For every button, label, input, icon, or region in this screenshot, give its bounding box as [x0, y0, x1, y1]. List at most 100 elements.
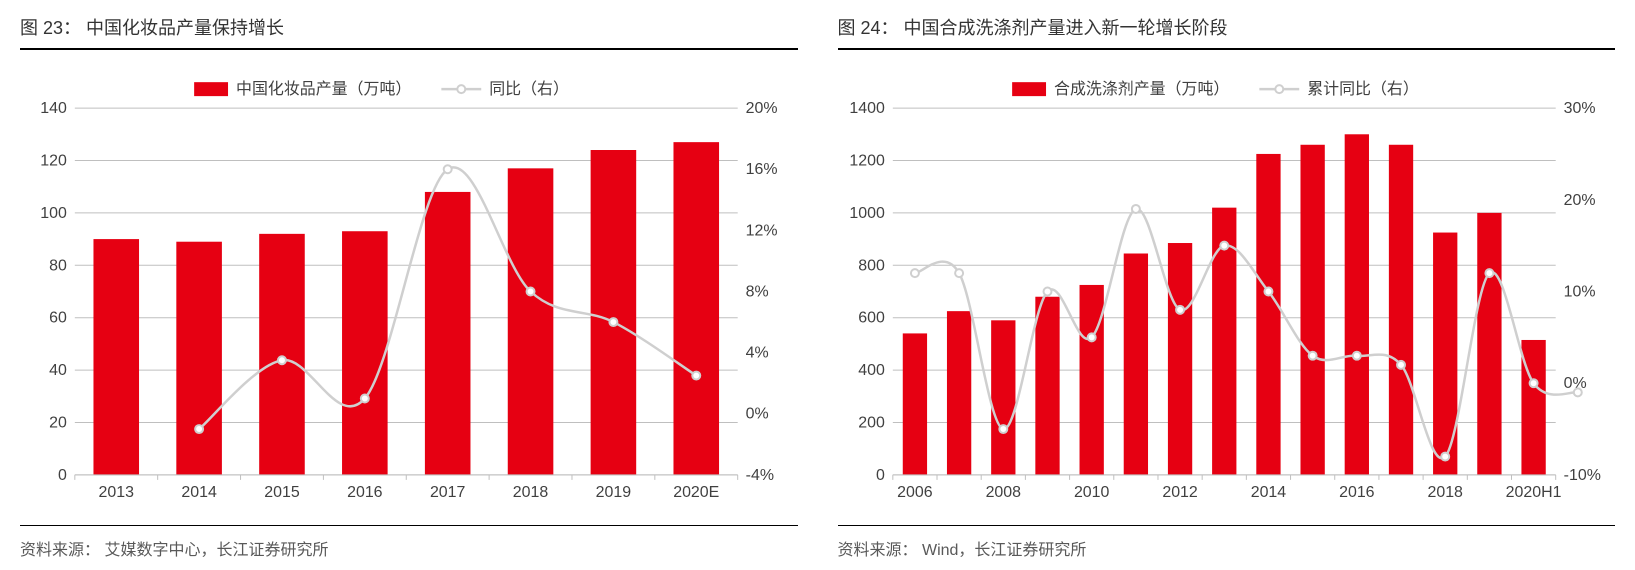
line-marker — [609, 318, 617, 326]
svg-text:2019: 2019 — [596, 484, 632, 501]
svg-text:2008: 2008 — [985, 484, 1021, 501]
figure-title: 中国化妆品产量保持增长 — [86, 18, 284, 38]
legend-bar-swatch — [1012, 82, 1046, 96]
svg-text:12%: 12% — [746, 222, 778, 239]
svg-text:20%: 20% — [1563, 192, 1595, 209]
bar — [259, 234, 305, 475]
svg-text:8%: 8% — [746, 283, 769, 300]
figure-title: 中国合成洗涤剂产量进入新一轮增长阶段 — [904, 18, 1228, 38]
bar — [93, 239, 139, 475]
svg-text:2013: 2013 — [99, 484, 135, 501]
line-marker — [1441, 453, 1449, 461]
bar — [1035, 297, 1059, 475]
chart-title-row: 图 23： 中国化妆品产量保持增长 — [20, 10, 798, 50]
line-marker — [1220, 242, 1228, 250]
line-marker — [527, 288, 535, 296]
bar — [1300, 145, 1324, 475]
svg-text:2016: 2016 — [1339, 484, 1375, 501]
svg-text:2012: 2012 — [1162, 484, 1198, 501]
svg-text:200: 200 — [858, 414, 885, 431]
chart-svg-right: 0200400600800100012001400-10%0%10%20%30%… — [838, 56, 1616, 523]
legend-bar-swatch — [194, 82, 228, 96]
bar — [591, 150, 637, 475]
svg-text:2018: 2018 — [1427, 484, 1463, 501]
svg-text:1200: 1200 — [849, 152, 885, 169]
svg-text:1400: 1400 — [849, 100, 885, 117]
svg-text:2020E: 2020E — [673, 484, 719, 501]
line-marker — [1131, 205, 1139, 213]
line-marker — [1573, 388, 1581, 396]
chart-title-row: 图 24： 中国合成洗涤剂产量进入新一轮增长阶段 — [838, 10, 1616, 50]
svg-text:0: 0 — [875, 467, 884, 484]
svg-text:800: 800 — [858, 257, 885, 274]
svg-text:4%: 4% — [746, 345, 769, 362]
svg-text:30%: 30% — [1563, 100, 1595, 117]
chart-area-left: 020406080100120140-4%0%4%8%12%16%20%2013… — [20, 50, 798, 526]
line-marker — [1529, 379, 1537, 387]
bar — [1123, 254, 1147, 475]
svg-text:80: 80 — [49, 257, 67, 274]
bar — [1344, 134, 1368, 475]
line-marker — [910, 269, 918, 277]
svg-text:2020H1: 2020H1 — [1505, 484, 1561, 501]
svg-text:20: 20 — [49, 414, 67, 431]
bar — [342, 231, 388, 475]
source-row: 资料来源： 艾媒数字中心，长江证券研究所 — [20, 526, 798, 560]
source-row: 资料来源： Wind，长江证券研究所 — [838, 526, 1616, 560]
svg-text:2017: 2017 — [430, 484, 466, 501]
svg-text:600: 600 — [858, 310, 885, 327]
svg-text:400: 400 — [858, 362, 885, 379]
line-marker — [1176, 306, 1184, 314]
bar — [946, 311, 970, 475]
svg-text:1000: 1000 — [849, 205, 885, 222]
bar — [425, 192, 471, 475]
bar — [508, 168, 554, 475]
bar — [1079, 285, 1103, 475]
line-marker — [1352, 352, 1360, 360]
chart-panel-left: 图 23： 中国化妆品产量保持增长 0 20 40 60 80 100 120 140 -4% 0… — [20, 10, 798, 560]
svg-text:2006: 2006 — [897, 484, 933, 501]
svg-text:2016: 2016 — [347, 484, 383, 501]
svg-text:2014: 2014 — [1250, 484, 1286, 501]
svg-text:0%: 0% — [746, 406, 769, 423]
legend-line-label: 同比（右） — [489, 80, 569, 98]
legend-bar-label: 中国化妆品产量（万吨） — [236, 80, 411, 98]
bar — [1388, 145, 1412, 475]
svg-text:20%: 20% — [746, 100, 778, 117]
svg-text:2015: 2015 — [264, 484, 300, 501]
chart-area-right: 0200400600800100012001400-10%0%10%20%30%… — [838, 50, 1616, 526]
svg-text:10%: 10% — [1563, 283, 1595, 300]
line-marker — [1308, 352, 1316, 360]
bar — [902, 333, 926, 474]
svg-text:100: 100 — [40, 205, 67, 222]
svg-text:2014: 2014 — [181, 484, 217, 501]
svg-text:-4%: -4% — [746, 467, 774, 484]
line-marker — [361, 394, 369, 402]
line-marker — [1397, 361, 1405, 369]
chart-panel-right: 图 24： 中国合成洗涤剂产量进入新一轮增长阶段 0 200 400 600 800 10… — [838, 10, 1616, 560]
line-marker — [955, 269, 963, 277]
bar — [991, 320, 1015, 475]
legend-bar-label: 合成洗涤剂产量（万吨） — [1054, 80, 1229, 98]
line-marker — [1264, 288, 1272, 296]
legend-line-marker — [457, 85, 465, 93]
svg-text:140: 140 — [40, 100, 67, 117]
bar — [1167, 243, 1191, 475]
line-marker — [1087, 333, 1095, 341]
line-marker — [1043, 288, 1051, 296]
source-text: Wind，长江证券研究所 — [922, 542, 1086, 559]
source-prefix: 资料来源： — [20, 542, 100, 559]
svg-text:2010: 2010 — [1073, 484, 1109, 501]
bar — [673, 142, 719, 475]
svg-text:2018: 2018 — [513, 484, 549, 501]
source-prefix: 资料来源： — [838, 542, 918, 559]
svg-text:-10%: -10% — [1563, 467, 1600, 484]
bar — [1256, 154, 1280, 475]
line-marker — [1485, 269, 1493, 277]
legend-line-marker — [1275, 85, 1283, 93]
svg-text:0: 0 — [58, 467, 67, 484]
svg-text:60: 60 — [49, 310, 67, 327]
line-marker — [444, 165, 452, 173]
svg-text:40: 40 — [49, 362, 67, 379]
svg-text:120: 120 — [40, 152, 67, 169]
